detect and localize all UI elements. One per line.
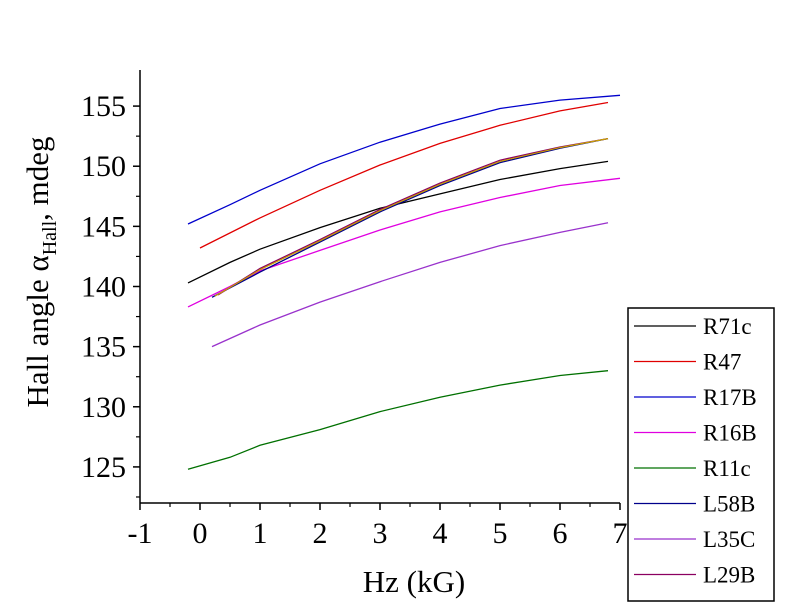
- legend-label-r47: R47: [703, 350, 741, 375]
- y-tick-label: 125: [81, 451, 126, 484]
- y-axis-title: Hall angle αHall, mdeg: [20, 136, 61, 407]
- legend-label-r16b: R16B: [703, 421, 757, 446]
- x-tick-label: 0: [193, 517, 208, 550]
- x-tick-label: -1: [128, 517, 153, 550]
- series-layer: [187, 94, 621, 470]
- x-tick-label: 1: [253, 517, 268, 550]
- legend-label-r71c: R71c: [703, 314, 752, 339]
- y-axis-title-tail: , mdeg: [20, 136, 55, 220]
- x-tick-label: 4: [433, 517, 448, 550]
- legend-label-l29b: L29B: [703, 563, 755, 588]
- y-tick-label: 130: [81, 391, 126, 424]
- x-tick-label: 5: [493, 517, 508, 550]
- series-line-r11c: [187, 370, 609, 470]
- series-line-r16b: [187, 177, 621, 308]
- x-tick-label: 2: [313, 517, 328, 550]
- y-axis-title-main: Hall angle α: [20, 255, 55, 407]
- legend-label-r11c: R11c: [703, 456, 751, 481]
- legend-label-l58b: L58B: [703, 492, 755, 517]
- y-tick-label: 135: [81, 331, 126, 364]
- axes-layer: -1 0 1 2 3 4 5 6 7 125 130 135 140 145 150 155: [81, 70, 628, 550]
- x-tick-label: 6: [553, 517, 568, 550]
- x-tick-label: 3: [373, 517, 388, 550]
- y-axis-title-subscript: Hall: [39, 220, 61, 255]
- y-tick-label: 140: [81, 271, 126, 304]
- series-line-l58b: [211, 137, 609, 298]
- x-axis-title: Hz (kG): [363, 564, 465, 599]
- legend-label-r17b: R17B: [703, 385, 757, 410]
- series-line-r17b: [187, 94, 621, 225]
- series-line-overlay: [214, 138, 609, 297]
- series-line-l29b: [217, 137, 609, 296]
- y-tick-label: 145: [81, 210, 126, 243]
- legend-box: [627, 307, 775, 602]
- svg-text:Hall angle αHall, mdeg: Hall angle αHall, mdeg: [20, 136, 61, 407]
- legend: R71c R47 R17B R16B R11c L58B L35C L29B: [627, 307, 775, 602]
- x-tick-label: 7: [613, 517, 628, 550]
- series-line-l35c: [211, 222, 609, 348]
- legend-label-l35c: L35C: [703, 527, 755, 552]
- y-tick-label: 150: [81, 150, 126, 183]
- series-line-r47: [199, 101, 609, 249]
- y-tick-label: 155: [81, 90, 126, 123]
- series-line-r71c: [187, 160, 609, 284]
